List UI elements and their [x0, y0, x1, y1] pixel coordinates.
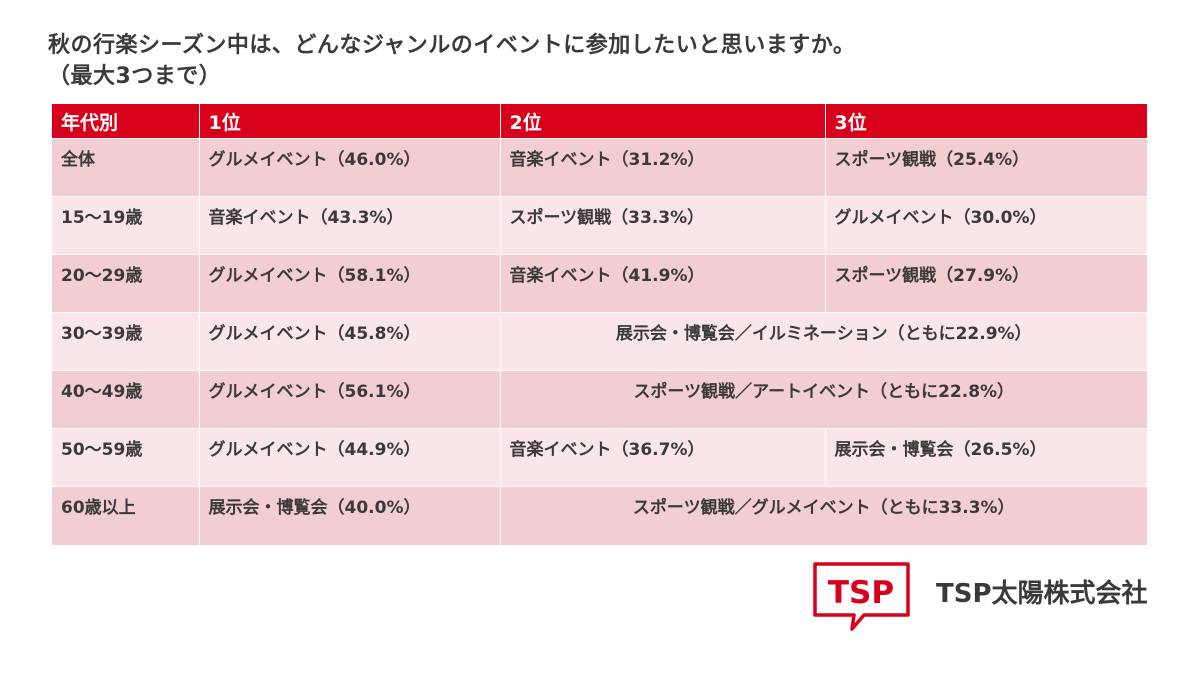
age-cell: 40〜49歳 — [52, 370, 200, 429]
rank-1-cell: グルメイベント（45.8%） — [199, 312, 501, 371]
age-cell: 15〜19歳 — [52, 196, 200, 255]
company-logo: TSP TSP太陽株式会社 — [812, 561, 1152, 633]
rank-2-cell: 音楽イベント（41.9%） — [500, 254, 826, 313]
title-line-1: 秋の行楽シーズン中は、どんなジャンルのイベントに参加したいと思いますか。 — [48, 33, 856, 58]
ranking-table: 年代別 1位 2位 3位 全体 グルメイベント（46.0%） 音楽イベント（31… — [52, 104, 1147, 545]
table-row: 50〜59歳 グルメイベント（44.9%） 音楽イベント（36.7%） 展示会・… — [52, 428, 1147, 487]
table-header-row: 年代別 1位 2位 3位 — [52, 104, 1147, 139]
header-rank-2: 2位 — [500, 104, 826, 139]
age-cell: 50〜59歳 — [52, 428, 200, 487]
rank-2-3-merged-cell: 展示会・博覧会／イルミネーション（ともに22.9%） — [500, 312, 1147, 371]
table-row: 40〜49歳 グルメイベント（56.1%） スポーツ観戦／アートイベント（ともに… — [52, 370, 1147, 429]
rank-2-3-merged-cell: スポーツ観戦／グルメイベント（ともに33.3%） — [500, 486, 1147, 545]
company-name: TSP太陽株式会社 — [936, 579, 1148, 609]
rank-1-cell: グルメイベント（56.1%） — [199, 370, 501, 429]
rank-3-cell: スポーツ観戦（25.4%） — [825, 138, 1147, 197]
rank-3-cell: グルメイベント（30.0%） — [825, 196, 1147, 255]
rank-2-cell: 音楽イベント（31.2%） — [500, 138, 826, 197]
age-cell: 20〜29歳 — [52, 254, 200, 313]
table-row: 20〜29歳 グルメイベント（58.1%） 音楽イベント（41.9%） スポーツ… — [52, 254, 1147, 313]
rank-1-cell: グルメイベント（46.0%） — [199, 138, 501, 197]
rank-2-cell: 音楽イベント（36.7%） — [500, 428, 826, 487]
rank-2-3-merged-cell: スポーツ観戦／アートイベント（ともに22.8%） — [500, 370, 1147, 429]
age-cell: 全体 — [52, 138, 200, 197]
page-title: 秋の行楽シーズン中は、どんなジャンルのイベントに参加したいと思いますか。 （最大… — [48, 30, 855, 92]
rank-1-cell: 展示会・博覧会（40.0%） — [199, 486, 501, 545]
speech-bubble-logo-icon: TSP — [813, 562, 910, 631]
rank-1-cell: 音楽イベント（43.3%） — [199, 196, 501, 255]
rank-3-cell: スポーツ観戦（27.9%） — [825, 254, 1147, 313]
table-row: 15〜19歳 音楽イベント（43.3%） スポーツ観戦（33.3%） グルメイベ… — [52, 196, 1147, 255]
title-line-2: （最大3つまで） — [48, 64, 222, 89]
rank-3-cell: 展示会・博覧会（26.5%） — [825, 428, 1147, 487]
rank-1-cell: グルメイベント（58.1%） — [199, 254, 501, 313]
header-age: 年代別 — [52, 104, 200, 139]
header-rank-3: 3位 — [825, 104, 1147, 139]
rank-1-cell: グルメイベント（44.9%） — [199, 428, 501, 487]
header-rank-1: 1位 — [199, 104, 501, 139]
table-row: 全体 グルメイベント（46.0%） 音楽イベント（31.2%） スポーツ観戦（2… — [52, 138, 1147, 197]
age-cell: 30〜39歳 — [52, 312, 200, 371]
table-row: 30〜39歳 グルメイベント（45.8%） 展示会・博覧会／イルミネーション（と… — [52, 312, 1147, 371]
rank-2-cell: スポーツ観戦（33.3%） — [500, 196, 826, 255]
age-cell: 60歳以上 — [52, 486, 200, 545]
logo-mark-text: TSP — [828, 575, 894, 611]
table-row: 60歳以上 展示会・博覧会（40.0%） スポーツ観戦／グルメイベント（ともに3… — [52, 486, 1147, 545]
